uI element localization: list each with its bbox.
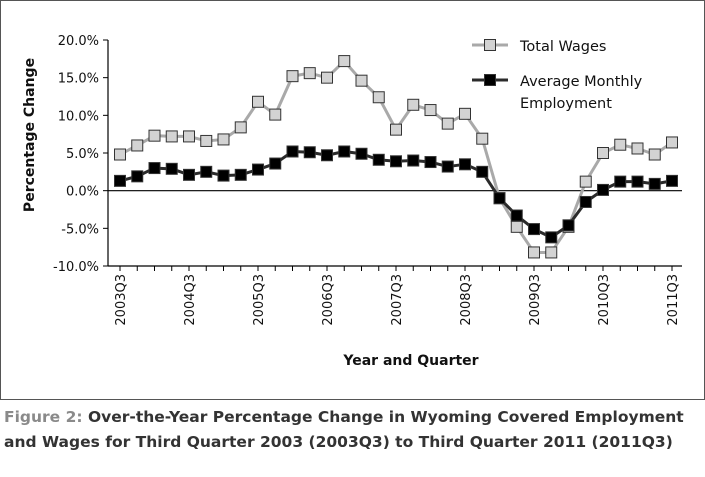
data-point	[234, 168, 247, 181]
data-point	[390, 155, 402, 168]
series-layer	[114, 55, 678, 259]
data-point	[286, 145, 299, 158]
caption-line-1: Figure 2: Over-the-Year Percentage Chang…	[4, 405, 704, 430]
x-tick-label: 2005Q3	[252, 274, 267, 326]
y-tick-label: 15.0%	[58, 72, 99, 87]
y-tick-label: 0.0%	[66, 185, 99, 200]
data-point	[183, 130, 195, 143]
data-point	[631, 175, 644, 188]
data-point	[407, 98, 420, 111]
x-tick-label: 2007Q3	[390, 274, 405, 326]
data-point	[131, 170, 144, 183]
data-point	[355, 147, 368, 160]
data-point	[597, 183, 609, 196]
data-point	[303, 146, 316, 159]
data-point	[200, 165, 213, 178]
data-point	[355, 74, 368, 87]
series-average-monthly-employment	[114, 145, 678, 244]
x-tick-label: 2008Q3	[459, 274, 474, 326]
x-tick-label: 2004Q3	[183, 274, 198, 326]
data-point	[614, 175, 627, 188]
data-point	[510, 220, 523, 233]
y-tick-label: -5.0%	[61, 222, 99, 237]
data-point	[148, 129, 161, 142]
data-point	[493, 192, 506, 205]
data-point	[545, 231, 558, 244]
data-point	[424, 104, 437, 117]
x-tick-label: 2006Q3	[321, 274, 336, 326]
data-point	[131, 139, 144, 152]
data-point	[648, 177, 661, 190]
data-point	[528, 223, 540, 236]
data-point	[338, 145, 351, 158]
data-point	[321, 71, 333, 84]
legend-label-employment-line2: Employment	[520, 96, 612, 112]
data-point	[338, 55, 351, 68]
caption-title-line-2: and Wages for Third Quarter 2003 (2003Q3…	[4, 433, 673, 451]
data-point	[407, 154, 420, 167]
legend-label-employment-line1: Average Monthly	[520, 74, 643, 90]
line-chart: Percentage Change Year and Quarter 20.0%…	[22, 34, 682, 369]
data-point	[372, 91, 385, 104]
data-point	[148, 162, 161, 175]
data-point	[269, 108, 282, 121]
data-point	[200, 134, 213, 147]
data-point	[321, 149, 333, 162]
data-point	[114, 148, 126, 161]
data-point	[545, 246, 558, 259]
data-point	[476, 132, 489, 145]
data-point	[597, 147, 609, 159]
data-point	[234, 121, 247, 134]
data-point	[286, 70, 299, 83]
data-point	[303, 67, 316, 80]
x-tick-label: 2010Q3	[597, 274, 612, 326]
data-point	[114, 174, 126, 187]
data-point	[217, 169, 230, 182]
y-tick-label: 5.0%	[66, 147, 99, 162]
legend-marker	[484, 74, 496, 86]
data-point	[183, 168, 195, 181]
data-point	[390, 123, 402, 136]
legend: Total Wages Average Monthly Employment	[472, 39, 643, 112]
y-axis-label: Percentage Change	[22, 58, 38, 212]
data-point	[372, 153, 385, 166]
y-tick-label: 10.0%	[58, 109, 99, 124]
data-point	[648, 148, 661, 161]
data-point	[631, 142, 644, 155]
data-point	[666, 136, 678, 149]
data-point	[165, 130, 178, 143]
data-point	[269, 157, 282, 170]
y-tick-label: -10.0%	[53, 260, 99, 275]
caption-title-line-1: Over-the-Year Percentage Change in Wyomi…	[87, 408, 684, 426]
caption-line-2: and Wages for Third Quarter 2003 (2003Q3…	[4, 430, 704, 455]
data-point	[510, 209, 523, 222]
data-point	[459, 107, 471, 120]
x-tick-label: 2009Q3	[528, 274, 543, 326]
x-axis-label: Year and Quarter	[342, 353, 478, 369]
y-tick-label: 20.0%	[58, 34, 99, 49]
data-point	[476, 165, 489, 178]
data-point	[579, 195, 592, 208]
data-point	[528, 246, 540, 259]
data-point	[424, 156, 437, 169]
data-point	[252, 163, 264, 176]
data-point	[579, 175, 592, 188]
legend-marker	[484, 39, 496, 51]
data-point	[217, 133, 230, 146]
x-tick-label: 2003Q3	[114, 274, 129, 326]
data-point	[441, 117, 454, 130]
legend-label-total-wages: Total Wages	[519, 39, 606, 55]
caption-label: Figure 2:	[4, 408, 83, 426]
data-point	[441, 160, 454, 173]
data-point	[252, 95, 264, 108]
data-point	[459, 158, 471, 171]
data-point	[614, 138, 627, 151]
data-point	[165, 162, 178, 175]
figure-caption: Figure 2: Over-the-Year Percentage Chang…	[4, 405, 704, 455]
data-point	[562, 219, 575, 232]
x-tick-label: 2011Q3	[666, 274, 681, 326]
axes: 20.0% 15.0% 10.0% 5.0% 0.0% -5.0% -10.0% 2003Q3…	[53, 34, 682, 326]
data-point	[666, 174, 678, 187]
